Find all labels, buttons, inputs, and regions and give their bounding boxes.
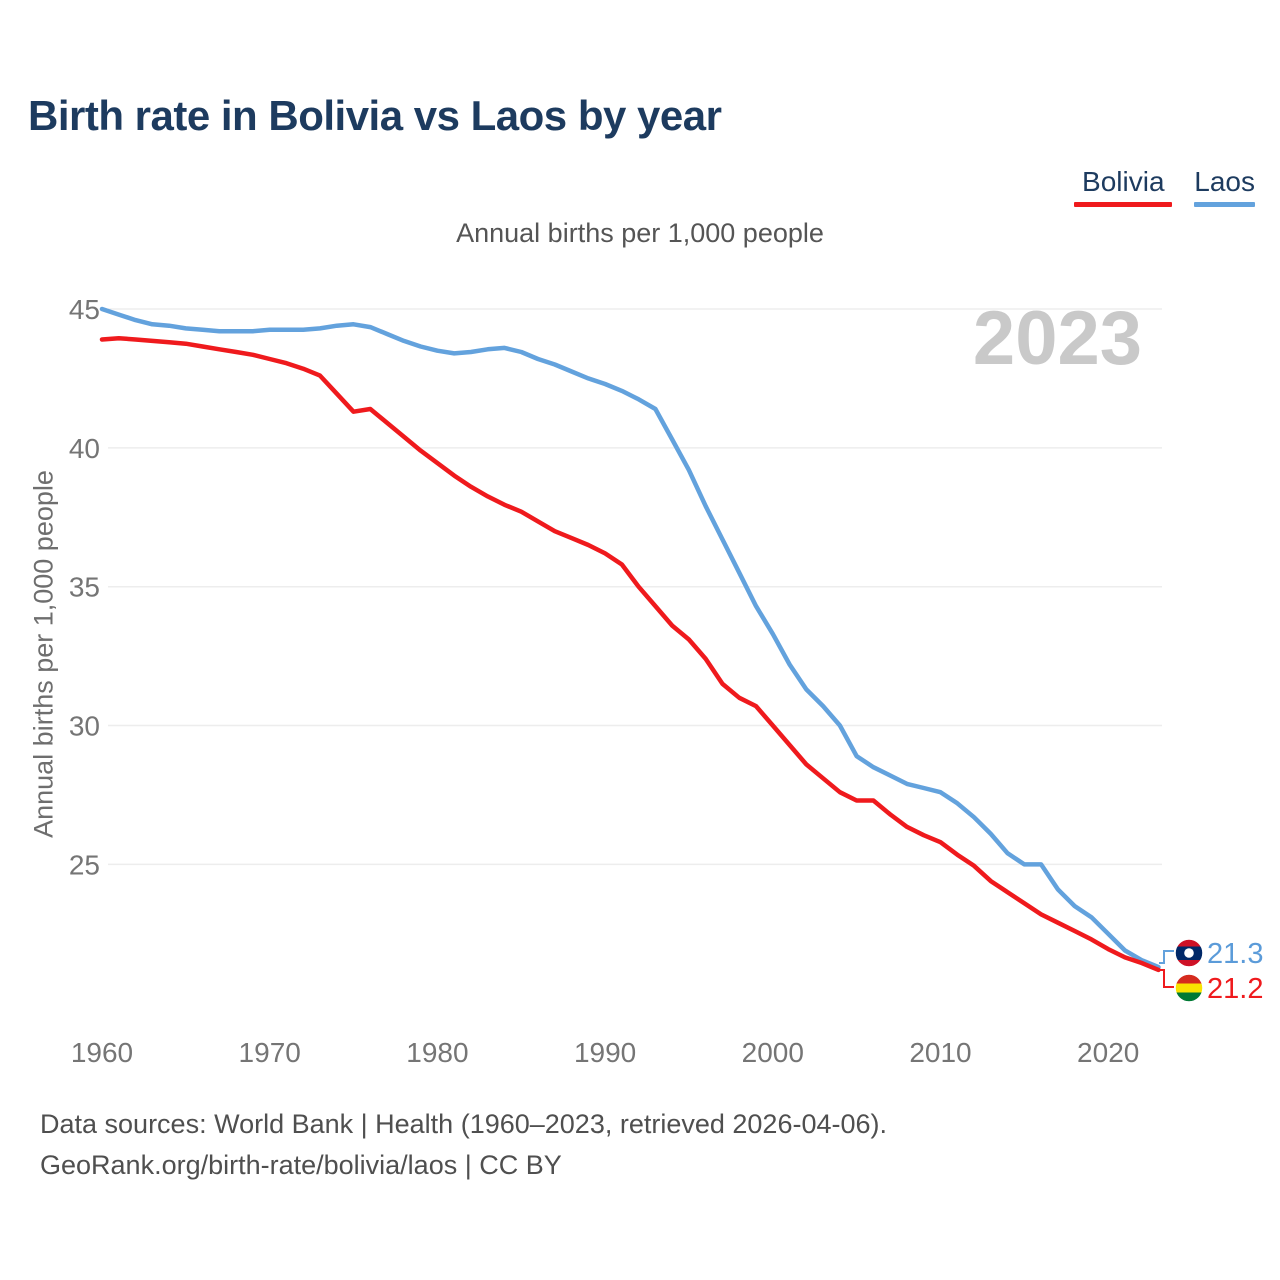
x-tick-2000: 2000 [742,1037,804,1068]
y-tick-30: 30 [69,711,100,742]
legend-label-bolivia: Bolivia [1082,166,1165,197]
y-tick-25: 25 [69,849,100,880]
legend-item-bolivia[interactable]: Bolivia [1074,166,1173,207]
gridlines [108,308,1162,866]
y-tick-35: 35 [69,572,100,603]
chart-subtitle: Annual births per 1,000 people [456,218,824,248]
footer-data-sources: Data sources: World Bank | Health (1960–… [40,1109,887,1139]
x-tick-1960: 1960 [71,1037,133,1068]
y-tick-45: 45 [69,294,100,325]
legend-item-laos[interactable]: Laos [1194,166,1255,207]
y-tick-40: 40 [69,433,100,464]
x-tick-1990: 1990 [574,1037,636,1068]
footer-attribution: GeoRank.org/birth-rate/bolivia/laos | CC… [40,1150,562,1180]
x-tick-1980: 1980 [406,1037,468,1068]
legend-label-laos: Laos [1194,166,1255,197]
laos-end-value: 21.3 [1207,938,1263,970]
x-tick-2010: 2010 [909,1037,971,1068]
bolivia-end-connector [1160,969,1174,988]
laos-flag-icon [1174,938,1204,968]
x-tick-2020: 2020 [1077,1037,1139,1068]
page-title: Birth rate in Bolivia vs Laos by year [28,92,722,139]
footer: Data sources: World Bank | Health (1960–… [40,1104,887,1186]
bolivia-line[interactable] [99,335,1161,973]
laos-line[interactable] [99,306,1161,970]
bolivia-end-value: 21.2 [1207,973,1263,1005]
year-watermark: 2023 [973,296,1142,381]
x-tick-1970: 1970 [239,1037,301,1068]
legend: Bolivia Laos [1074,166,1255,207]
x-axis-tick-labels: 1960 1970 1980 1990 2000 2010 2020 [71,1037,1139,1068]
laos-end-connector [1159,950,1174,964]
y-axis-tick-labels: 45 40 35 30 25 [69,294,100,880]
bolivia-flag-icon [1174,973,1204,1003]
legend-underline-laos [1194,202,1255,207]
y-axis-title: Annual births per 1,000 people [28,470,59,838]
legend-underline-bolivia [1074,202,1173,207]
